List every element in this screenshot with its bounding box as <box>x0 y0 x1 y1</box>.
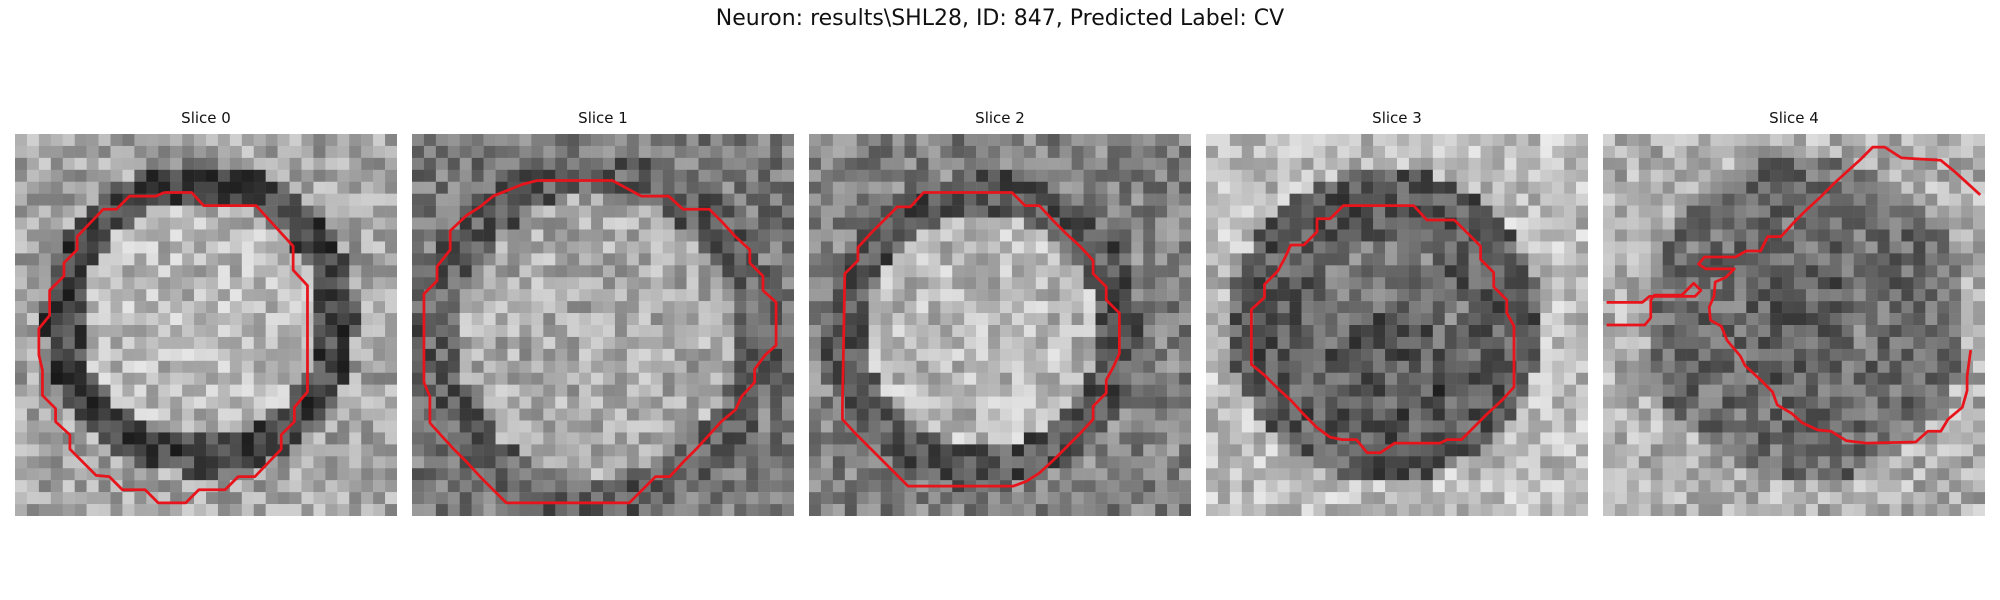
slice-panel: Slice 2 <box>809 104 1191 516</box>
slice-panel: Slice 0 <box>15 104 397 516</box>
segmentation-contour <box>1606 281 1703 327</box>
segmentation-contour <box>422 179 778 505</box>
slice-panel: Slice 3 <box>1206 104 1588 516</box>
slice-image <box>809 134 1191 516</box>
slice-title: Slice 2 <box>975 109 1025 127</box>
slice-image <box>412 134 794 516</box>
microscopy-pixels <box>412 134 794 516</box>
slice-title: Slice 0 <box>181 109 231 127</box>
slice-image <box>1603 134 1985 516</box>
segmentation-contour <box>1249 204 1516 455</box>
slice-image <box>1206 134 1588 516</box>
microscopy-pixels <box>1206 134 1588 516</box>
segmentation-contour <box>841 191 1121 488</box>
microscopy-pixels <box>809 134 1191 516</box>
slice-image <box>15 134 397 516</box>
segmentation-contour <box>37 191 309 505</box>
microscopy-pixels <box>1603 134 1985 516</box>
slice-title: Slice 3 <box>1372 109 1422 127</box>
microscopy-pixels <box>15 134 397 516</box>
segmentation-contour <box>1697 145 1982 445</box>
slice-panel: Slice 4 <box>1603 104 1985 516</box>
slice-panel: Slice 1 <box>412 104 794 516</box>
slice-title: Slice 1 <box>578 109 628 127</box>
figure-title: Neuron: results\SHL28, ID: 847, Predicte… <box>715 6 1285 31</box>
slice-title: Slice 4 <box>1769 109 1819 127</box>
